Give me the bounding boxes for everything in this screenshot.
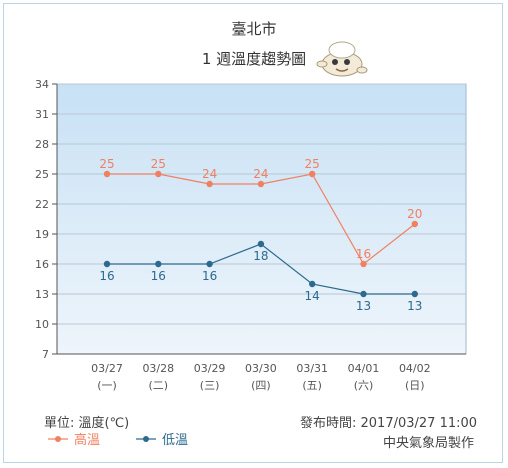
x-weekday-label: (二) — [149, 379, 169, 392]
data-point-high — [309, 170, 316, 178]
producer-label: 中央氣象局製作 — [383, 436, 475, 451]
data-point-high — [155, 170, 162, 178]
data-label-high: 25 — [151, 157, 166, 171]
data-label-low: 14 — [305, 289, 320, 303]
legend-label-high: 高溫 — [74, 432, 100, 448]
data-label-low: 13 — [356, 299, 371, 313]
data-point-high — [206, 180, 213, 188]
data-point-low — [411, 290, 418, 298]
data-label-low: 16 — [99, 269, 114, 283]
y-tick-label: 19 — [35, 228, 49, 241]
x-tick-label: 03/30 — [245, 362, 277, 375]
y-tick-label: 25 — [35, 168, 49, 181]
x-tick-label: 03/27 — [91, 362, 123, 375]
data-label-low: 16 — [151, 269, 166, 283]
y-tick-label: 22 — [35, 198, 49, 211]
data-label-high: 24 — [253, 167, 268, 181]
data-point-high — [257, 180, 265, 188]
data-label-high: 20 — [407, 207, 422, 221]
data-point-low — [103, 260, 111, 268]
data-label-high: 24 — [202, 167, 217, 181]
data-label-low: 13 — [407, 299, 422, 313]
publish-time: 發布時間: 2017/03/27 11:00 — [300, 416, 478, 431]
legend-marker-low — [143, 436, 149, 442]
weather-mascot-icon — [316, 41, 368, 77]
x-tick-label: 04/02 — [399, 362, 431, 375]
data-label-high: 16 — [356, 247, 371, 261]
data-label-low: 18 — [253, 249, 268, 263]
x-tick-label: 03/31 — [296, 362, 328, 375]
x-tick-label: 03/29 — [194, 362, 226, 375]
data-point-high — [360, 260, 367, 268]
y-tick-label: 34 — [35, 78, 49, 91]
x-weekday-label: (一) — [97, 379, 117, 392]
x-tick-label: 04/01 — [348, 362, 380, 375]
legend-marker-high — [55, 436, 61, 442]
data-point-low — [257, 240, 265, 248]
data-label-high: 25 — [305, 157, 320, 171]
data-point-low — [309, 280, 316, 288]
y-tick-label: 31 — [35, 108, 49, 121]
x-weekday-label: (六) — [354, 379, 374, 392]
chart-subtitle: 1 週溫度趨勢圖 — [201, 50, 307, 68]
y-tick-label: 7 — [42, 348, 49, 361]
data-point-low — [360, 290, 367, 298]
x-weekday-label: (日) — [405, 379, 425, 392]
y-tick-label: 10 — [35, 318, 49, 331]
y-tick-label: 28 — [35, 138, 49, 151]
legend-label-low: 低溫 — [162, 433, 188, 448]
x-weekday-label: (四) — [251, 379, 271, 392]
y-tick-label: 16 — [35, 258, 49, 271]
y-tick-label: 13 — [35, 288, 49, 301]
data-point-high — [411, 220, 418, 228]
data-label-low: 16 — [202, 269, 217, 283]
data-point-high — [103, 170, 111, 178]
data-label-high: 25 — [99, 157, 114, 171]
x-weekday-label: (三) — [200, 379, 220, 392]
data-point-low — [206, 260, 213, 268]
city-title: 臺北市 — [231, 20, 277, 38]
x-weekday-label: (五) — [302, 379, 322, 392]
x-tick-label: 03/28 — [142, 362, 174, 375]
data-point-low — [155, 260, 162, 268]
unit-label: 單位: 溫度(℃) — [44, 416, 130, 431]
plot-area — [56, 83, 467, 355]
